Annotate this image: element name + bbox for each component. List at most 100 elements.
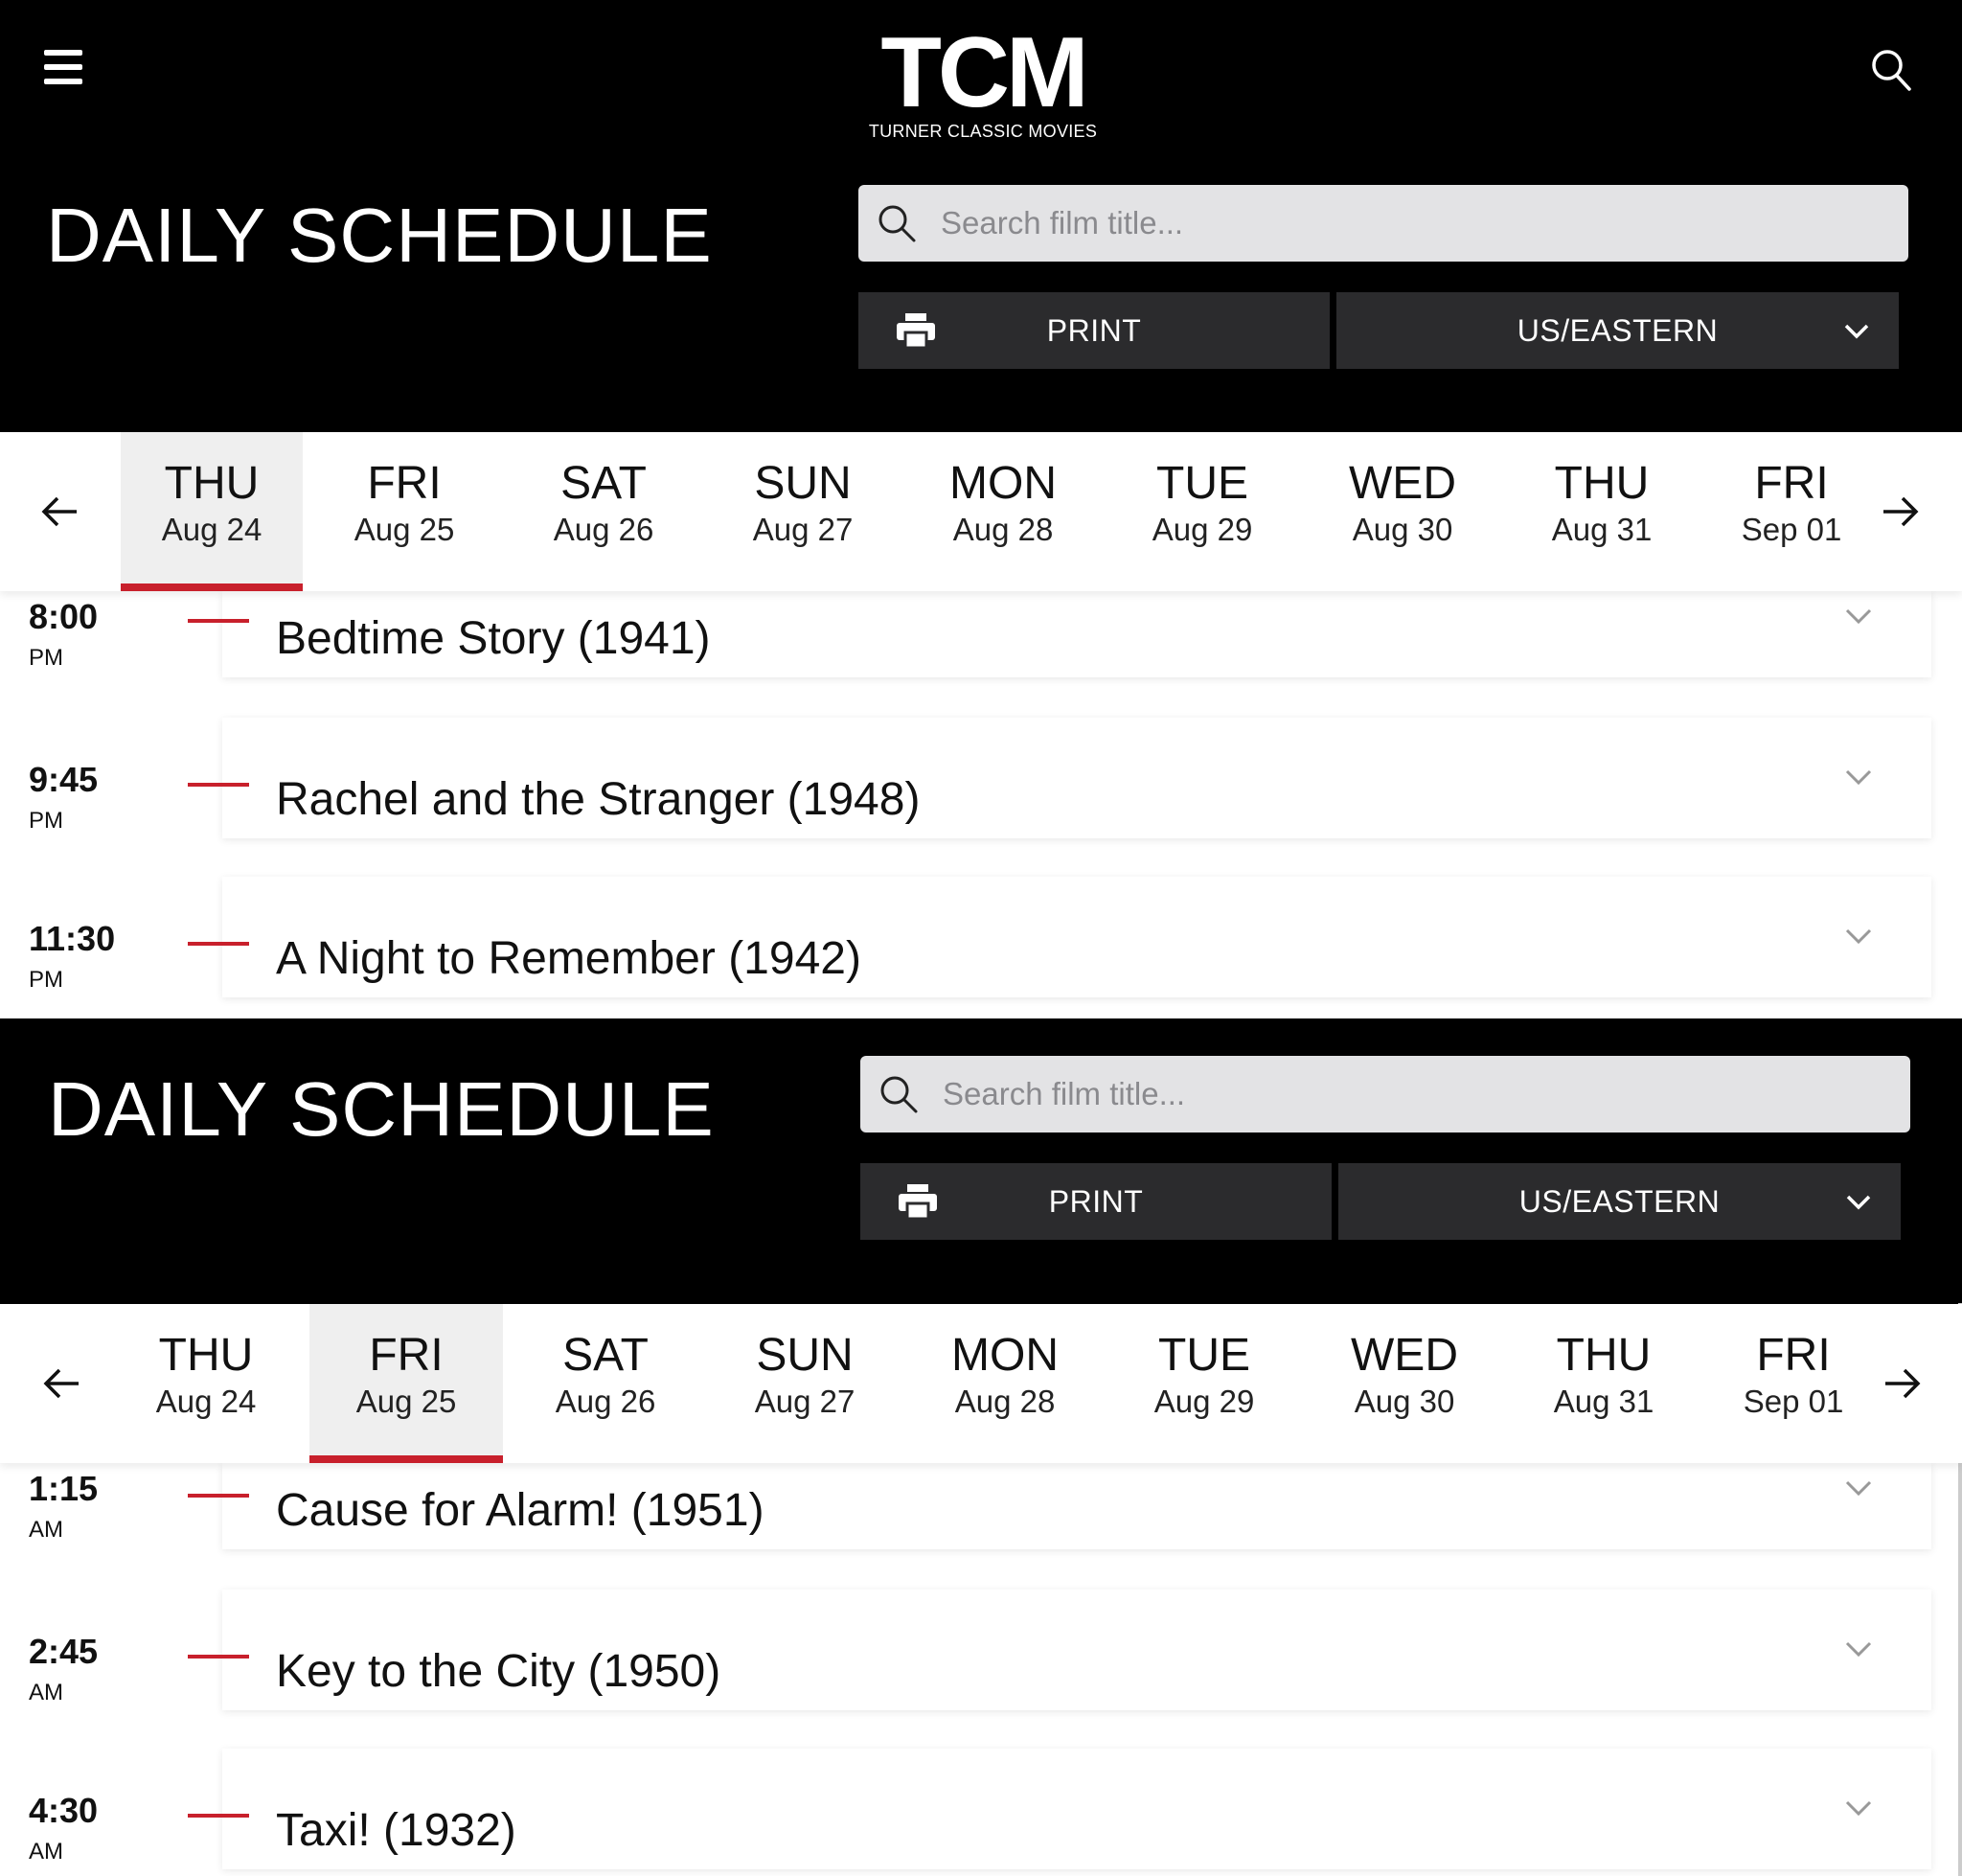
time-label: 9:45 — [29, 760, 99, 799]
search-icon[interactable] — [1870, 46, 1912, 92]
film-card[interactable]: Key to the City (1950) — [222, 1590, 1931, 1710]
day-tab[interactable]: TUE Aug 29 — [1113, 1304, 1295, 1463]
film-card[interactable]: Rachel and the Stranger (1948) — [222, 718, 1931, 838]
day-date: Sep 01 — [1741, 512, 1842, 547]
logo-mark: TCM — [880, 17, 1088, 128]
day-name: TUE — [1158, 1330, 1250, 1381]
day-date: Aug 24 — [155, 1384, 257, 1419]
day-date: Sep 01 — [1743, 1384, 1844, 1419]
hamburger-menu-icon[interactable] — [44, 50, 82, 84]
day-tab[interactable]: FRI Sep 01 — [1712, 1304, 1875, 1463]
timezone-value: US/EASTERN — [1517, 312, 1719, 348]
chevron-down-icon — [1846, 1195, 1871, 1210]
day-date: Aug 30 — [1354, 1384, 1455, 1419]
chevron-down-icon[interactable] — [1843, 1798, 1874, 1818]
time-marker — [188, 783, 249, 787]
film-search-box[interactable] — [858, 185, 1908, 262]
header-panel-2: DAILY SCHEDULE PRINT US/EASTERN — [0, 1018, 1962, 1304]
day-date: Aug 31 — [1553, 1384, 1654, 1419]
day-tab[interactable]: SAT Aug 26 — [514, 1304, 696, 1463]
day-name: SUN — [754, 458, 852, 509]
day-tab[interactable]: WED Aug 30 — [1312, 432, 1494, 591]
day-date: Aug 24 — [161, 512, 262, 547]
print-button[interactable]: PRINT — [858, 292, 1330, 369]
day-name: WED — [1349, 458, 1456, 509]
arrow-right-icon[interactable] — [1882, 1360, 1924, 1407]
schedule-row: Bedtime Story (1941) 8:00 PM — [0, 591, 1962, 750]
schedule-row: Rachel and the Stranger (1948) 9:45 PM — [0, 718, 1962, 911]
film-card[interactable]: Taxi! (1932) — [222, 1749, 1931, 1869]
day-name: THU — [1556, 1330, 1652, 1381]
day-date: Aug 27 — [754, 1384, 856, 1419]
day-tab[interactable]: SUN Aug 27 — [714, 1304, 896, 1463]
day-name: FRI — [369, 1330, 444, 1381]
day-tab[interactable]: FRI Sep 01 — [1710, 432, 1873, 591]
schedule-row: Taxi! (1932) 4:30 AM — [0, 1749, 1962, 1876]
film-title[interactable]: A Night to Remember (1942) — [276, 933, 861, 984]
day-tab[interactable]: WED Aug 30 — [1313, 1304, 1495, 1463]
film-search-input[interactable] — [941, 185, 1880, 262]
tcm-logo[interactable]: TCM TURNER CLASSIC MOVIES — [868, 17, 1098, 142]
time-label: 1:15 — [29, 1469, 99, 1508]
day-date: Aug 26 — [555, 1384, 656, 1419]
film-card[interactable]: Bedtime Story (1941) — [222, 591, 1931, 677]
printer-icon — [897, 313, 935, 350]
film-card[interactable]: A Night to Remember (1942) — [222, 877, 1931, 997]
day-date: Aug 27 — [752, 512, 854, 547]
day-tab[interactable]: MON Aug 28 — [914, 1304, 1096, 1463]
time-marker — [188, 619, 249, 623]
day-date: Aug 25 — [354, 512, 455, 547]
day-tab[interactable]: FRI Aug 25 — [309, 1304, 503, 1463]
day-tab[interactable]: THU Aug 24 — [115, 1304, 297, 1463]
day-tab[interactable]: SAT Aug 26 — [513, 432, 695, 591]
day-name: FRI — [367, 458, 442, 509]
day-name: THU — [1554, 458, 1650, 509]
day-tab[interactable]: TUE Aug 29 — [1111, 432, 1293, 591]
day-name: SUN — [756, 1330, 854, 1381]
time-label: 8:00 — [29, 597, 99, 636]
day-tab[interactable]: THU Aug 31 — [1513, 1304, 1695, 1463]
film-card[interactable]: Cause for Alarm! (1951) — [222, 1463, 1931, 1549]
day-date: Aug 29 — [1153, 1384, 1255, 1419]
film-title[interactable]: Taxi! (1932) — [276, 1805, 516, 1856]
date-selector: THU Aug 24 FRI Aug 25 SAT Aug 26 SUN Aug… — [0, 1304, 1962, 1463]
film-search-box[interactable] — [860, 1056, 1910, 1132]
page-title: DAILY SCHEDULE — [46, 193, 713, 278]
arrow-left-icon[interactable] — [38, 488, 80, 536]
film-title[interactable]: Key to the City (1950) — [276, 1646, 721, 1697]
ampm-label: AM — [29, 1839, 63, 1865]
schedule-row: Key to the City (1950) 2:45 AM — [0, 1590, 1962, 1783]
day-tab[interactable]: SUN Aug 27 — [712, 432, 894, 591]
film-search-input[interactable] — [943, 1056, 1882, 1132]
day-name: FRI — [1754, 458, 1829, 509]
chevron-down-icon[interactable] — [1843, 767, 1874, 787]
arrow-left-icon[interactable] — [40, 1360, 82, 1407]
day-name: FRI — [1756, 1330, 1831, 1381]
timezone-select[interactable]: US/EASTERN — [1336, 292, 1899, 369]
day-tab[interactable]: THU Aug 31 — [1511, 432, 1693, 591]
ampm-label: PM — [29, 967, 63, 993]
chevron-down-icon[interactable] — [1843, 1639, 1874, 1659]
page-title: DAILY SCHEDULE — [48, 1066, 715, 1152]
time-marker — [188, 1655, 249, 1659]
arrow-right-icon[interactable] — [1880, 488, 1922, 536]
film-title[interactable]: Cause for Alarm! (1951) — [276, 1485, 764, 1536]
logo-tagline: TURNER CLASSIC MOVIES — [868, 122, 1098, 141]
day-date: Aug 30 — [1352, 512, 1453, 547]
chevron-down-icon[interactable] — [1843, 606, 1874, 626]
print-button[interactable]: PRINT — [860, 1163, 1332, 1240]
day-tab[interactable]: THU Aug 24 — [121, 432, 303, 591]
film-title[interactable]: Rachel and the Stranger (1948) — [276, 774, 921, 825]
day-tab[interactable]: MON Aug 28 — [912, 432, 1094, 591]
search-icon — [880, 1076, 918, 1113]
day-name: MON — [951, 1330, 1059, 1381]
scrollbar[interactable] — [1958, 1303, 1962, 1876]
date-selector: THU Aug 24 FRI Aug 25 SAT Aug 26 SUN Aug… — [0, 432, 1962, 591]
day-name: THU — [158, 1330, 254, 1381]
day-tab[interactable]: FRI Aug 25 — [313, 432, 495, 591]
timezone-select[interactable]: US/EASTERN — [1338, 1163, 1901, 1240]
time-label: 2:45 — [29, 1632, 99, 1671]
chevron-down-icon[interactable] — [1843, 927, 1874, 946]
chevron-down-icon[interactable] — [1843, 1478, 1874, 1498]
film-title[interactable]: Bedtime Story (1941) — [276, 613, 711, 664]
